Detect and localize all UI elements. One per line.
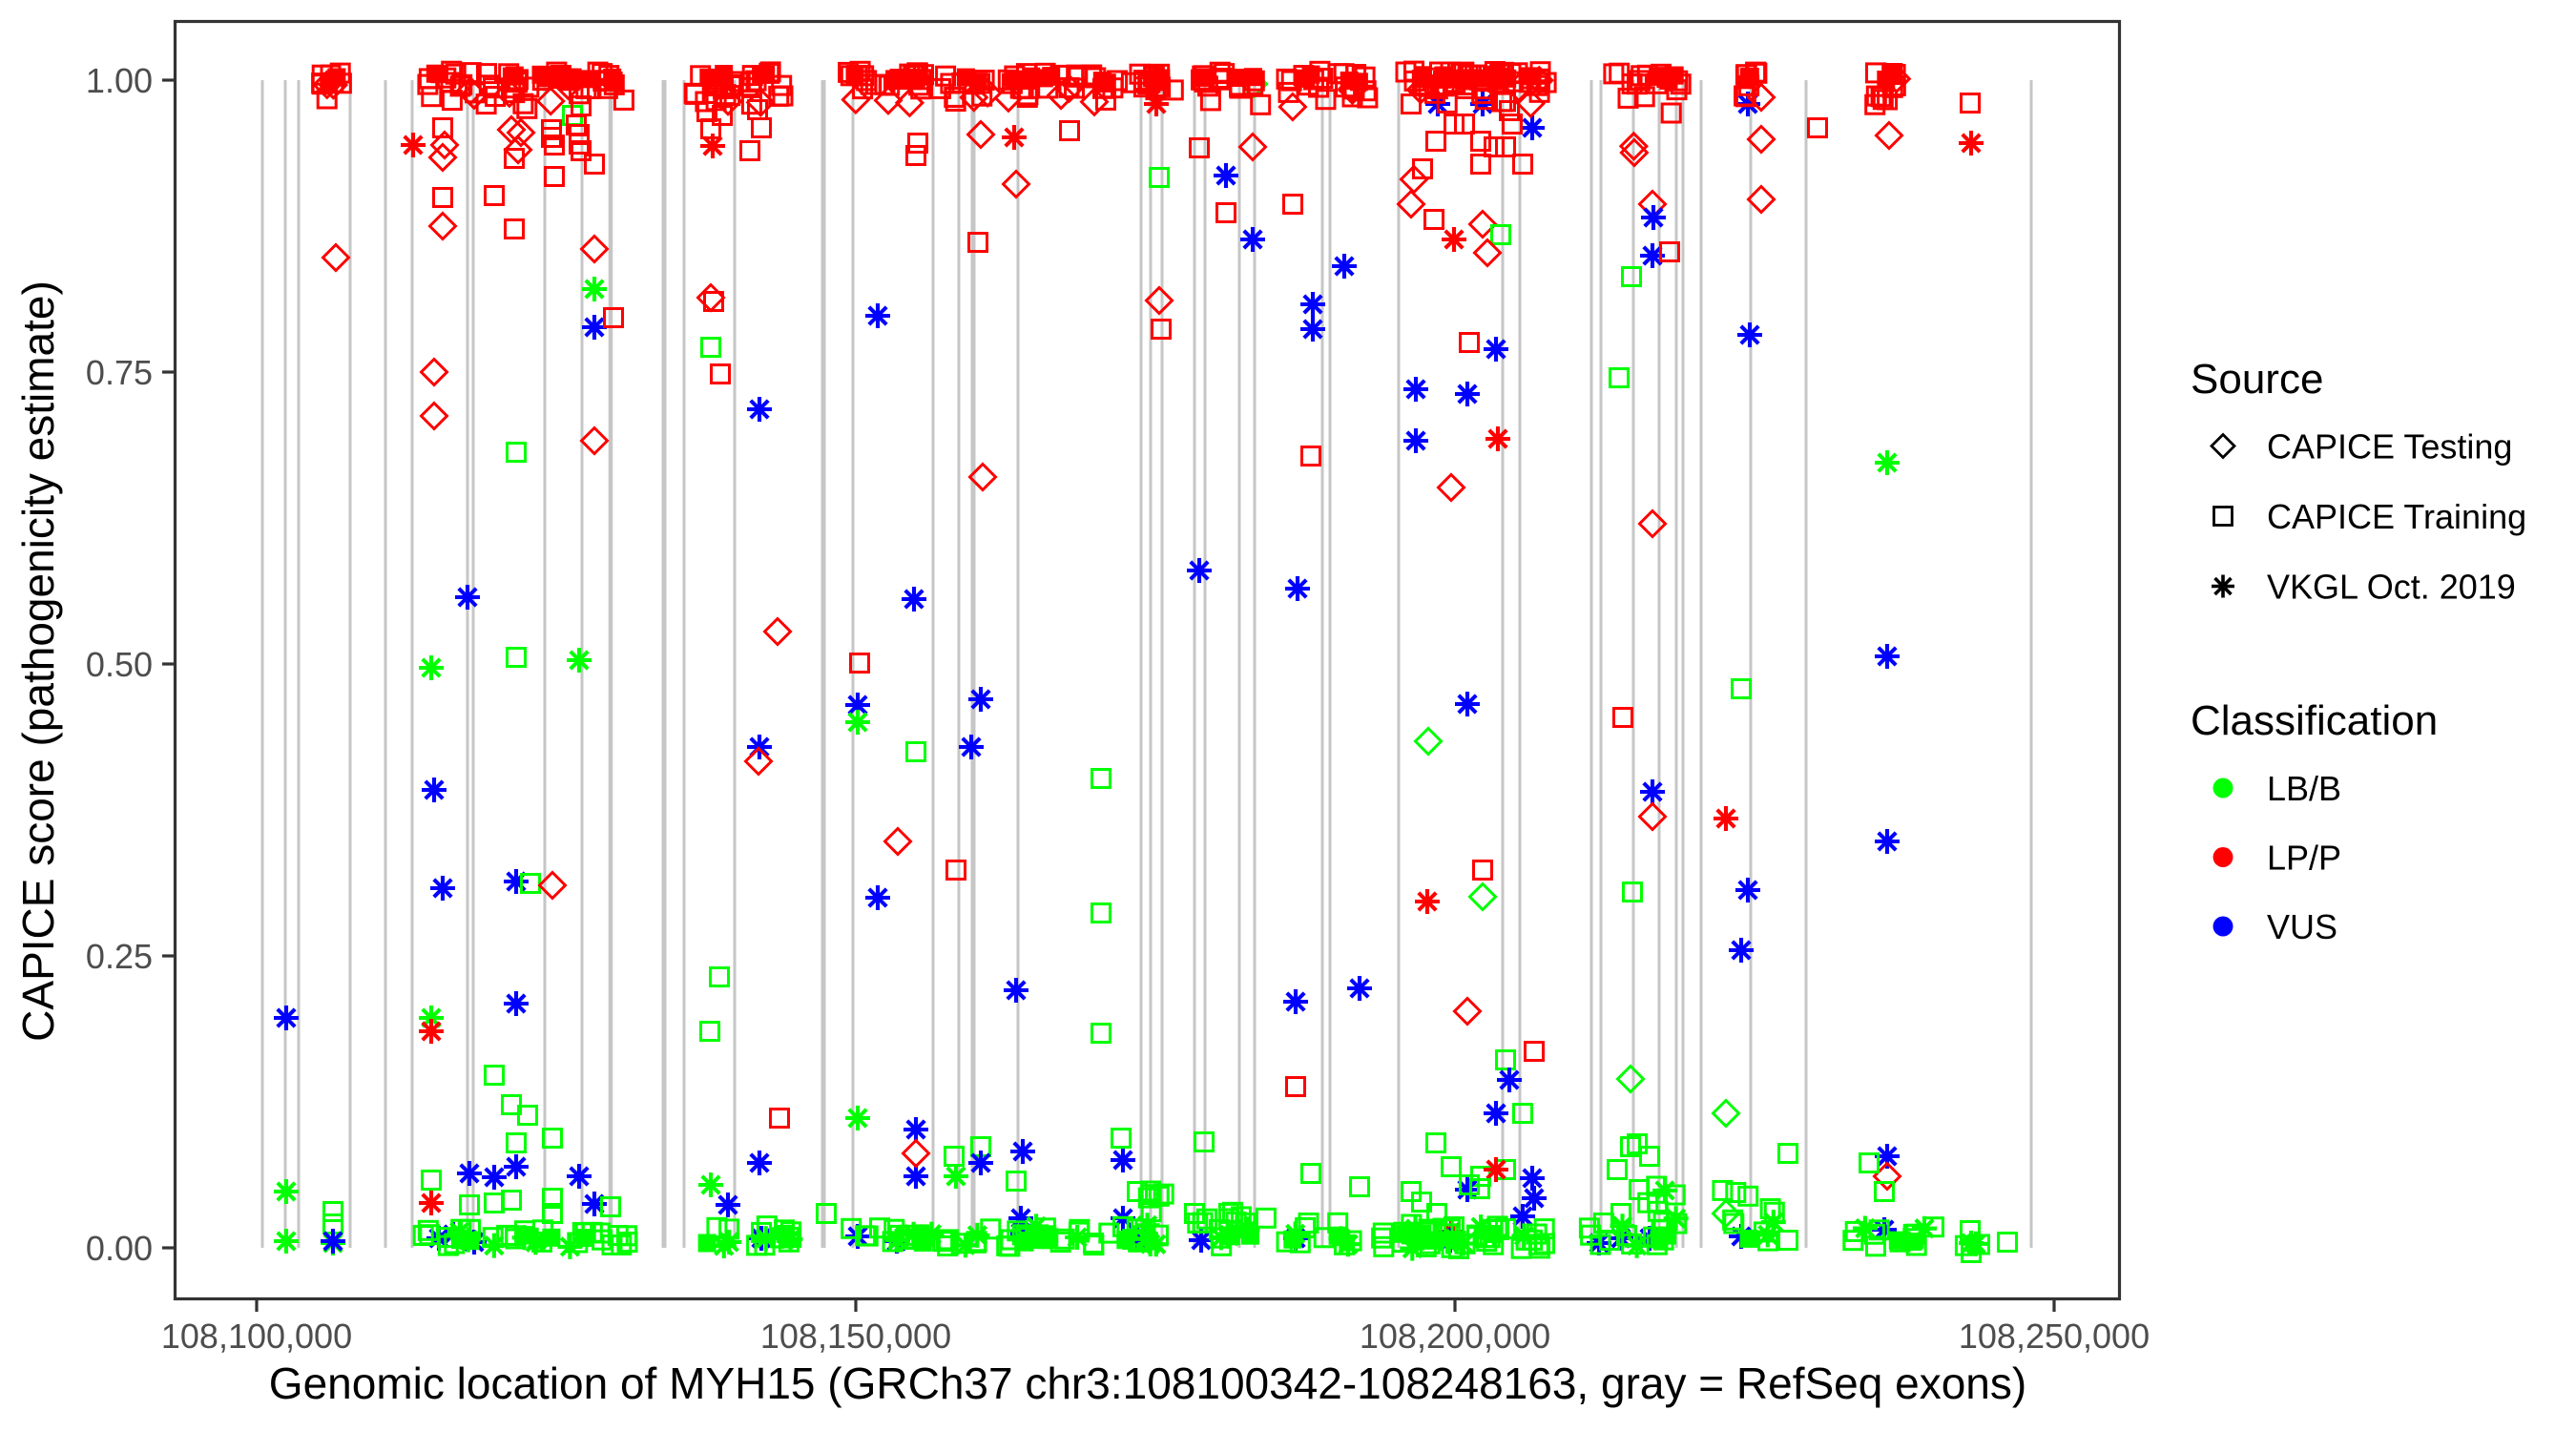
svg-text:VKGL Oct. 2019: VKGL Oct. 2019 [2267, 568, 2516, 607]
svg-text:CAPICE score (pathogenicity es: CAPICE score (pathogenicity estimate) [13, 280, 63, 1042]
svg-text:1.00: 1.00 [86, 61, 153, 100]
svg-text:CAPICE Testing: CAPICE Testing [2267, 427, 2512, 467]
svg-text:0.75: 0.75 [86, 353, 153, 392]
svg-text:0.25: 0.25 [86, 937, 153, 976]
svg-text:0.50: 0.50 [86, 645, 153, 684]
svg-text:0.00: 0.00 [86, 1229, 153, 1268]
svg-text:VUS: VUS [2267, 907, 2337, 946]
svg-text:CAPICE Training: CAPICE Training [2267, 497, 2526, 536]
svg-text:108,250,000: 108,250,000 [1959, 1317, 2150, 1356]
svg-text:LB/B: LB/B [2267, 769, 2341, 808]
svg-text:LP/P: LP/P [2267, 839, 2341, 878]
svg-text:108,150,000: 108,150,000 [760, 1317, 951, 1356]
svg-text:Genomic location of MYH15 (GRC: Genomic location of MYH15 (GRCh37 chr3:1… [269, 1358, 2026, 1408]
svg-text:108,100,000: 108,100,000 [161, 1317, 352, 1356]
svg-text:Classification: Classification [2191, 697, 2438, 744]
svg-text:Source: Source [2191, 356, 2323, 403]
svg-text:108,200,000: 108,200,000 [1360, 1317, 1550, 1356]
